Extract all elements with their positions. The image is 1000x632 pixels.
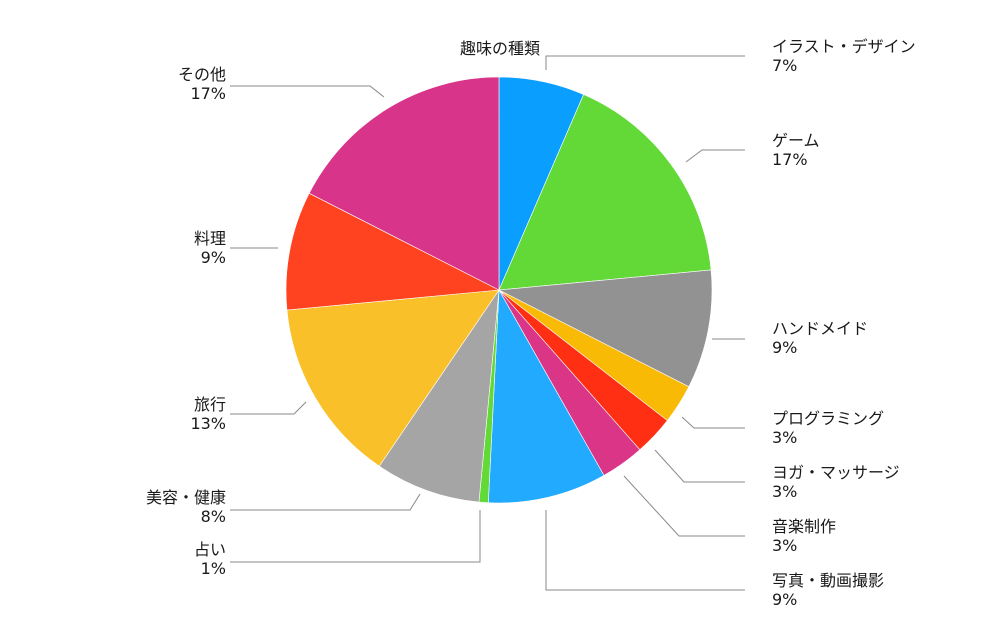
slice-label: 旅行 <box>194 395 226 414</box>
chart-title: 趣味の種類 <box>460 39 540 58</box>
slice-percent-label: 8% <box>201 507 226 526</box>
slice-label: 占い <box>194 540 226 559</box>
slice-label: イラスト・デザイン <box>772 37 916 56</box>
leader-line <box>230 510 481 563</box>
pie-slices <box>285 76 713 504</box>
pie-slice <box>378 289 500 503</box>
leader-line <box>623 475 745 537</box>
pie-slice <box>487 288 605 504</box>
leader-line <box>545 55 745 70</box>
slice-label: 写真・動画撮影 <box>772 571 884 590</box>
leader-line <box>230 85 385 98</box>
slice-label: 料理 <box>194 229 226 248</box>
slice-label: ゲーム <box>772 131 820 150</box>
pie-slice <box>497 269 713 388</box>
leader-line <box>230 493 421 511</box>
slice-percent-label: 13% <box>190 414 226 433</box>
leader-line <box>681 416 745 429</box>
slice-percent-label: 3% <box>772 536 797 555</box>
slice-labels: イラスト・デザイン7%ゲーム17%ハンドメイド9%プログラミング3%ヨガ・マッサ… <box>146 37 916 609</box>
pie-slice <box>285 192 501 311</box>
leader-lines <box>230 55 745 591</box>
slice-label: 美容・健康 <box>146 488 226 507</box>
pie-slice <box>286 289 500 467</box>
slice-label: ヨガ・マッサージ <box>772 463 900 482</box>
slice-percent-label: 9% <box>772 590 797 609</box>
pie-slice <box>308 76 500 291</box>
slice-percent-label: 9% <box>772 338 797 357</box>
leader-line <box>545 510 745 591</box>
pie-slice <box>498 94 712 291</box>
leader-line <box>654 449 745 483</box>
slice-percent-label: 9% <box>201 248 226 267</box>
slice-label: プログラミング <box>772 409 884 428</box>
slice-percent-label: 17% <box>190 84 226 103</box>
slice-percent-label: 7% <box>772 56 797 75</box>
slice-label: 音楽制作 <box>772 517 836 536</box>
slice-percent-label: 17% <box>772 150 808 169</box>
slice-percent-label: 3% <box>772 482 797 501</box>
slice-percent-label: 3% <box>772 428 797 447</box>
slice-percent-label: 1% <box>201 559 226 578</box>
slice-label: ハンドメイド <box>772 319 868 338</box>
leader-line <box>685 149 745 163</box>
leader-line <box>230 401 307 415</box>
slice-label: その他 <box>178 65 226 84</box>
